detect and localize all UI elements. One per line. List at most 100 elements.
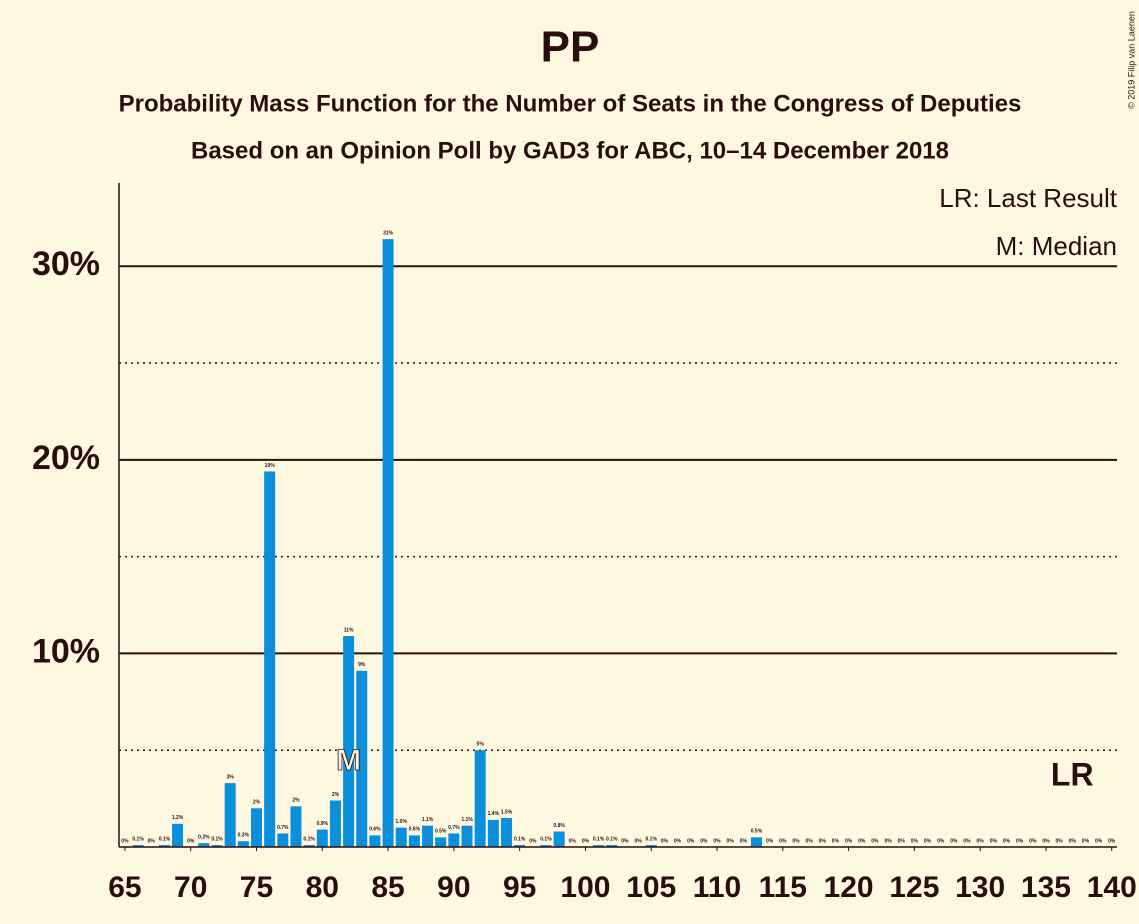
bar <box>250 808 262 847</box>
value-label: 0% <box>1003 838 1011 844</box>
bar <box>540 845 552 847</box>
bar <box>369 835 381 847</box>
y-tick-label: 10% <box>32 632 100 670</box>
value-label: 0% <box>871 838 879 844</box>
value-label: 0% <box>1095 838 1103 844</box>
x-tick-label: 110 <box>693 871 741 904</box>
y-tick-label: 20% <box>32 439 100 477</box>
value-label: 0% <box>858 838 866 844</box>
value-label: 0% <box>187 838 195 844</box>
bar <box>395 827 407 847</box>
value-label: 0.1% <box>593 836 605 842</box>
bar <box>645 845 657 847</box>
bar <box>343 635 355 847</box>
value-label: 31% <box>383 230 394 236</box>
value-label: 0.6% <box>409 827 421 833</box>
value-label: 5% <box>477 742 485 748</box>
value-label: 0% <box>950 838 958 844</box>
value-label: 0% <box>1016 838 1024 844</box>
value-label: 0.1% <box>159 836 171 842</box>
bar <box>224 783 236 847</box>
value-label: 0% <box>832 838 840 844</box>
bar <box>132 845 144 847</box>
value-label: 0.8% <box>553 823 565 829</box>
value-label: 0% <box>121 838 129 844</box>
value-label: 1.4% <box>488 811 500 817</box>
value-label: 0% <box>148 838 156 844</box>
bar <box>356 670 368 847</box>
x-tick-label: 140 <box>1087 871 1137 904</box>
x-tick-label: 105 <box>626 871 676 904</box>
value-label: 11% <box>344 627 354 633</box>
bar <box>172 823 184 847</box>
value-label: 0% <box>727 838 735 844</box>
value-label: 0% <box>819 838 827 844</box>
value-label: 1.2% <box>172 815 184 821</box>
x-tick-label: 95 <box>503 871 536 904</box>
bar <box>264 471 276 847</box>
value-label: 0% <box>1108 838 1116 844</box>
chart-subtitle: Based on an Opinion Poll by GAD3 for ABC… <box>191 137 949 164</box>
x-tick-label: 130 <box>955 871 1005 904</box>
value-label: 0% <box>884 838 892 844</box>
value-label: 0.1% <box>211 836 223 842</box>
value-label: 1.1% <box>461 817 473 823</box>
value-label: 0% <box>621 838 629 844</box>
bar <box>211 845 223 847</box>
value-label: 0% <box>977 838 985 844</box>
value-label: 0% <box>990 838 998 844</box>
bar <box>158 845 170 847</box>
value-label: 0% <box>687 838 695 844</box>
x-tick-label: 80 <box>306 871 339 904</box>
x-tick-label: 90 <box>437 871 470 904</box>
y-tick-label: 30% <box>32 245 100 283</box>
value-label: 0% <box>1055 838 1063 844</box>
bar <box>329 800 341 847</box>
bar <box>514 845 526 847</box>
bar <box>606 845 618 847</box>
value-label: 3% <box>227 774 235 780</box>
legend-entry: LR: Last Result <box>939 183 1118 213</box>
bar <box>277 833 289 847</box>
bar <box>198 843 210 847</box>
x-tick-label: 70 <box>174 871 207 904</box>
bar <box>303 845 315 847</box>
value-label: 0% <box>1082 838 1090 844</box>
value-label: 1.0% <box>396 819 408 825</box>
legend-entry: M: Median <box>996 231 1117 261</box>
value-label: 0% <box>569 838 577 844</box>
bar <box>750 837 762 847</box>
chart-subtitle: Probability Mass Function for the Number… <box>119 90 1022 117</box>
value-label: 1.1% <box>422 817 434 823</box>
value-label: 0.1% <box>132 836 144 842</box>
x-tick-label: 85 <box>371 871 404 904</box>
value-label: 0% <box>740 838 748 844</box>
value-label: 0% <box>937 838 945 844</box>
value-label: 0% <box>766 838 774 844</box>
value-label: 0.6% <box>369 827 381 833</box>
value-label: 0.1% <box>540 836 552 842</box>
x-tick-label: 135 <box>1021 871 1071 904</box>
value-label: 0.1% <box>606 836 618 842</box>
bar <box>593 845 605 847</box>
x-tick-label: 75 <box>240 871 273 904</box>
value-label: 0.9% <box>317 821 329 827</box>
bar <box>290 806 302 847</box>
value-label: 0% <box>792 838 800 844</box>
bar <box>448 833 460 847</box>
bar <box>474 750 486 847</box>
value-label: 0% <box>924 838 932 844</box>
value-label: 0% <box>674 838 682 844</box>
value-label: 0% <box>713 838 721 844</box>
value-label: 0.7% <box>277 825 289 831</box>
x-tick-label: 120 <box>824 871 874 904</box>
value-label: 0.2% <box>198 834 210 840</box>
value-label: 2% <box>253 800 261 806</box>
last-result-marker: LR <box>1051 756 1094 792</box>
value-label: 1.5% <box>501 809 513 815</box>
value-label: 0% <box>634 838 642 844</box>
value-label: 0% <box>582 838 590 844</box>
value-label: 0.7% <box>448 825 460 831</box>
copyright: © 2019 Filip van Laenen <box>1126 11 1136 109</box>
